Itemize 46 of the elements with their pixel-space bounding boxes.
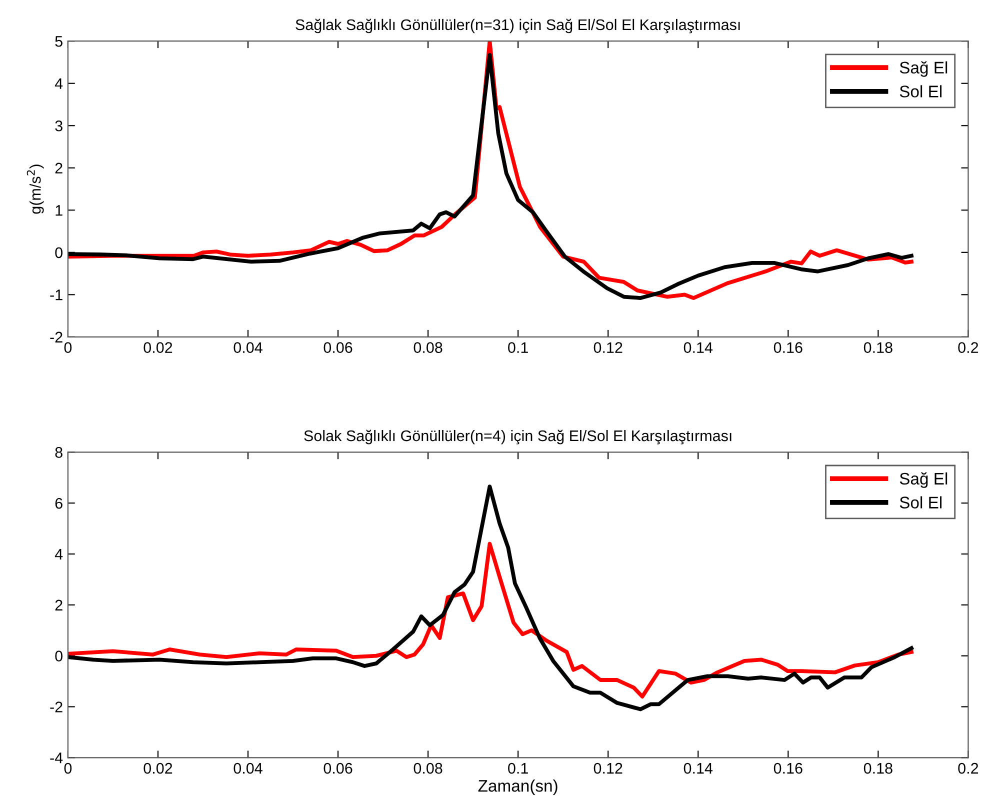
- legend-label: Sol El: [900, 85, 942, 98]
- x-tick-label: 0.08: [414, 762, 442, 774]
- x-tick-label: 0.12: [594, 342, 622, 353]
- x-tick-label: 0.1: [508, 342, 528, 353]
- y-tick-label: -2: [50, 332, 62, 342]
- legend-label: Sağ El: [900, 472, 948, 488]
- y-tick-label: 4: [54, 549, 63, 560]
- x-tick-label: 0.02: [144, 342, 172, 353]
- x-axis-title: Zaman(sn): [478, 780, 558, 796]
- x-tick-label: 0.18: [864, 762, 892, 774]
- y-tick-label: -4: [50, 752, 63, 764]
- legend-label: Sol El: [900, 496, 942, 508]
- y-tick-label: 0: [55, 650, 62, 662]
- y-tick-label: -2: [50, 702, 62, 712]
- chart-title: Sağlak Sağlıklı Gönüllüler(n=31) için Sağ El/Sol El Karşılaştırması: [296, 18, 740, 34]
- x-tick-label: 0.16: [774, 342, 802, 353]
- y-tick-label: 1: [56, 205, 62, 216]
- y-axis-title: g(m/s$^{2}$): [26, 164, 44, 214]
- y-tick-label: 2: [55, 162, 62, 174]
- chart-title: Solak Sağlıklı Gönüllüler(n=4) için Sağ El/Sol El Karşılaştırması: [304, 430, 732, 444]
- y-tick-label: 6: [55, 498, 62, 509]
- y-tick-label: 8: [55, 447, 62, 458]
- y-tick-label: 2: [55, 600, 62, 610]
- x-tick-label: 0.12: [594, 762, 622, 774]
- y-tick-label: -1: [50, 290, 62, 300]
- x-tick-label: 0.16: [774, 762, 802, 774]
- y-tick-label: 4: [54, 78, 63, 89]
- x-tick-label: 0: [64, 762, 72, 774]
- y-tick-label: 0: [55, 247, 62, 258]
- x-tick-label: 0.14: [684, 762, 713, 774]
- x-tick-label: 0.04: [234, 342, 262, 353]
- legend-label: Sağ El: [900, 61, 948, 77]
- x-tick-label: 0.02: [144, 762, 172, 774]
- x-tick-label: 0: [64, 342, 72, 353]
- line-series: [68, 542, 914, 698]
- y-tick-label: 3: [55, 120, 62, 132]
- x-tick-label: 0.2: [958, 762, 978, 774]
- x-tick-label: 0.1: [508, 762, 528, 774]
- x-tick-label: 0.04: [234, 762, 262, 774]
- x-tick-label: 0.2: [958, 342, 978, 353]
- x-tick-label: 0.08: [414, 342, 442, 353]
- x-tick-label: 0.06: [324, 762, 352, 774]
- x-tick-label: 0.18: [864, 342, 892, 353]
- x-tick-label: 0.06: [324, 342, 352, 353]
- x-tick-label: 0.14: [684, 342, 713, 353]
- y-tick-label: 5: [55, 36, 62, 47]
